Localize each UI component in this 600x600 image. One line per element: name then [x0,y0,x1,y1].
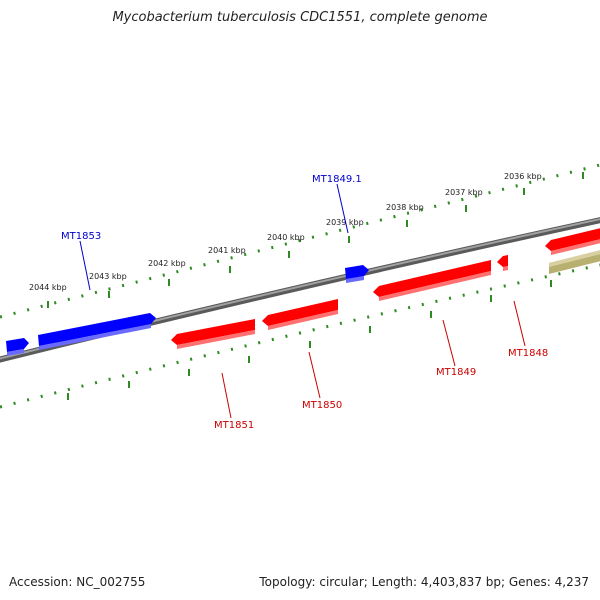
gene-arrow-left-edge[interactable] [6,338,29,352]
gene-arrow-right-edge[interactable] [545,227,600,251]
gene-arrow-mt1851[interactable] [171,319,255,345]
scale-label-2037: 2037 kbp [445,188,483,197]
gene-label-mt1850[interactable]: MT1850 [302,400,342,411]
map-title: Mycobacterium tuberculosis CDC1551, comp… [112,10,488,25]
outer-major-ticks [47,172,584,308]
scale-label-2043: 2043 kbp [89,272,127,281]
gene-label-mt1853[interactable]: MT1853 [61,231,101,242]
scale-label-2044: 2044 kbp [29,283,67,292]
inner-major-ticks [67,280,552,400]
gene-label-mt1851[interactable]: MT1851 [214,420,254,431]
genome-summary-text: Topology: circular; Length: 4,403,837 bp… [259,575,589,589]
gene-label-mt1849[interactable]: MT1849 [436,367,476,378]
leader-mt1849-1 [336,183,349,234]
scale-label-2038: 2038 kbp [386,203,424,212]
gene-label-mt1849-1[interactable]: MT1849.1 [312,174,362,185]
scale-label-2042: 2042 kbp [148,259,186,268]
leader-mt1851 [221,372,232,419]
gene-arrow-mt1849-1[interactable] [345,265,369,279]
forward-genes [6,265,369,356]
leader-mt1849 [442,319,456,367]
scale-label-2036: 2036 kbp [504,172,542,181]
outer-scale-track [0,163,600,319]
scale-label-2041: 2041 kbp [208,246,246,255]
gene-arrow-mt1849[interactable] [373,260,491,297]
gene-arrow-mt1850[interactable] [262,299,338,326]
inner-scale-track [0,263,600,409]
gene-label-mt1848[interactable]: MT1848 [508,348,548,359]
reverse-genes [171,227,600,349]
leader-mt1848 [513,300,526,347]
scale-label-2040: 2040 kbp [267,233,305,242]
gene-arrow-mt1853[interactable] [38,313,156,346]
scale-label-2039: 2039 kbp [326,218,364,227]
leader-mt1850 [308,351,321,399]
accession-text: Accession: NC_002755 [9,575,146,589]
gene-arrow-mt1848[interactable] [497,255,508,267]
leader-mt1853 [79,240,91,291]
